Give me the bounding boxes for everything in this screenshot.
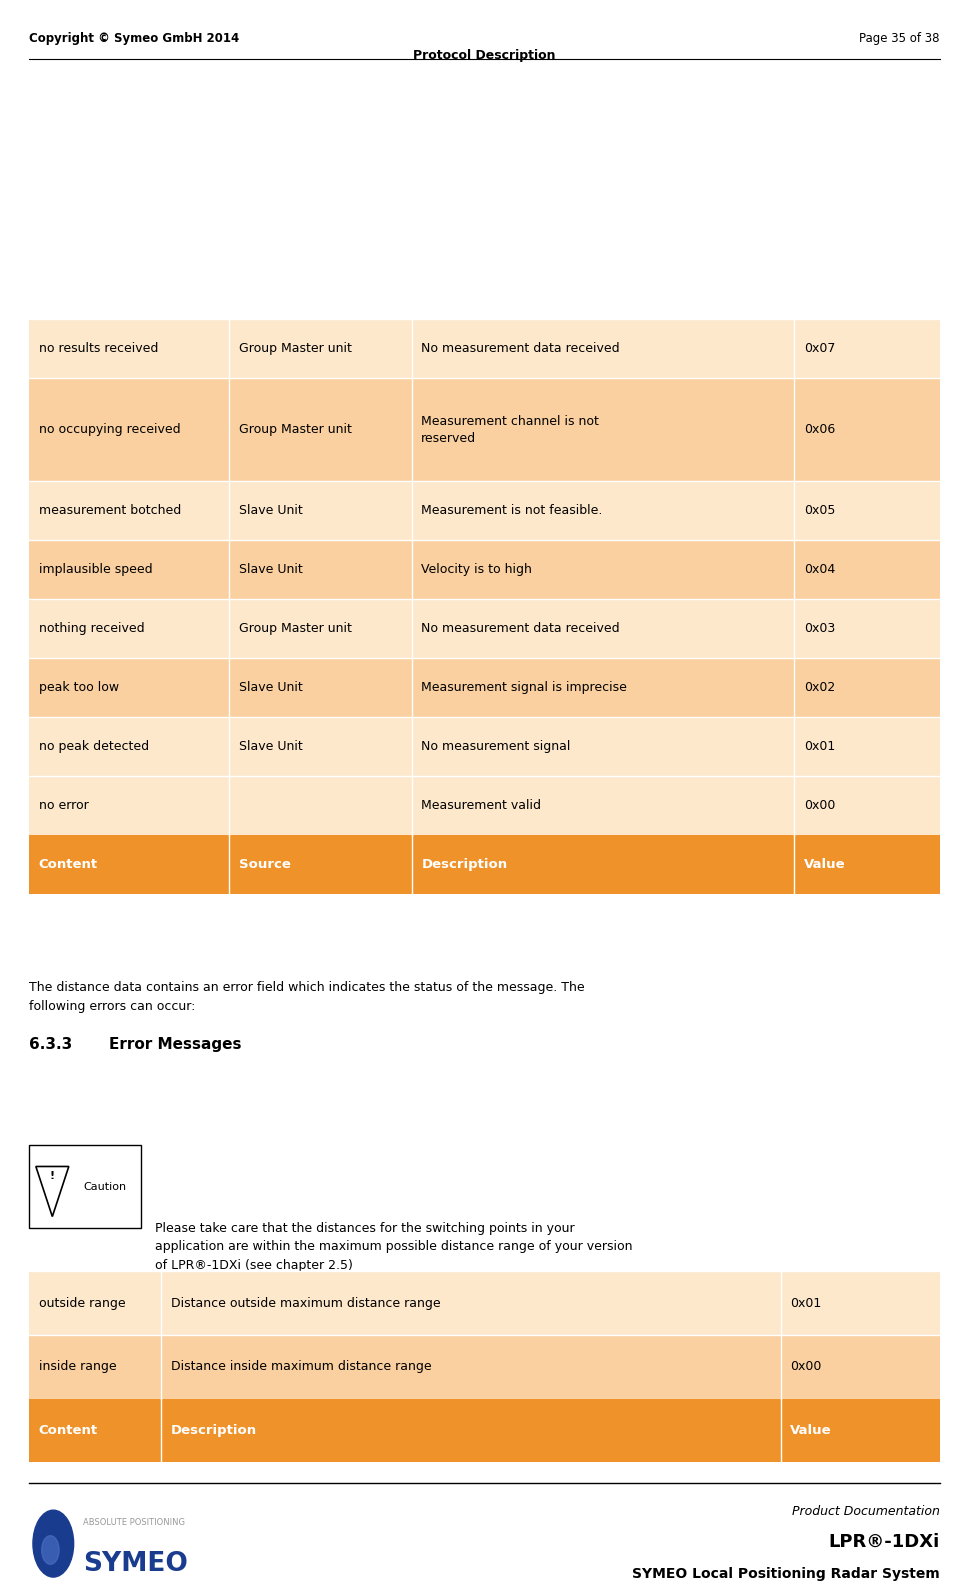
Bar — [29, 481, 940, 540]
Text: measurement botched: measurement botched — [39, 503, 181, 518]
Bar — [29, 1335, 940, 1399]
Text: Slave Unit: Slave Unit — [239, 503, 303, 518]
Text: Protocol Description: Protocol Description — [413, 49, 556, 62]
Bar — [29, 1399, 940, 1462]
Text: Caution: Caution — [83, 1182, 127, 1192]
Text: Distance outside maximum distance range: Distance outside maximum distance range — [171, 1297, 441, 1309]
Text: 0x04: 0x04 — [804, 562, 835, 577]
Text: No measurement data received: No measurement data received — [422, 342, 620, 355]
Bar — [29, 319, 940, 378]
Text: Measurement channel is not
reserved: Measurement channel is not reserved — [422, 414, 599, 444]
Bar — [29, 1145, 141, 1228]
Text: Measurement is not feasible.: Measurement is not feasible. — [422, 503, 603, 518]
Bar — [29, 776, 940, 835]
Text: No measurement data received: No measurement data received — [422, 621, 620, 636]
Text: 0x03: 0x03 — [804, 621, 835, 636]
Text: Content: Content — [39, 1424, 98, 1437]
Text: Measurement signal is imprecise: Measurement signal is imprecise — [422, 680, 627, 695]
Text: 0x01: 0x01 — [804, 739, 835, 753]
Text: Copyright © Symeo GmbH 2014: Copyright © Symeo GmbH 2014 — [29, 32, 239, 45]
Text: The distance data contains an error field which indicates the status of the mess: The distance data contains an error fiel… — [29, 981, 584, 1013]
Text: Page 35 of 38: Page 35 of 38 — [860, 32, 940, 45]
Text: Group Master unit: Group Master unit — [239, 621, 352, 636]
Bar — [29, 835, 940, 894]
Text: 0x01: 0x01 — [791, 1297, 822, 1309]
Text: peak too low: peak too low — [39, 680, 119, 695]
Text: Please take care that the distances for the switching points in your
application: Please take care that the distances for … — [155, 1222, 633, 1271]
Text: Slave Unit: Slave Unit — [239, 739, 303, 753]
Text: inside range: inside range — [39, 1360, 116, 1373]
Text: Value: Value — [804, 857, 846, 871]
Polygon shape — [36, 1166, 69, 1217]
Text: !: ! — [49, 1171, 55, 1180]
Text: Error Messages: Error Messages — [109, 1037, 241, 1051]
Text: 0x00: 0x00 — [791, 1360, 822, 1373]
Bar — [29, 540, 940, 599]
Text: no error: no error — [39, 798, 88, 812]
Text: SYMEO Local Positioning Radar System: SYMEO Local Positioning Radar System — [632, 1568, 940, 1580]
Bar — [29, 658, 940, 717]
Text: 0x06: 0x06 — [804, 424, 835, 436]
Text: Source: Source — [239, 857, 291, 871]
Text: ABSOLUTE POSITIONING: ABSOLUTE POSITIONING — [83, 1518, 185, 1528]
Text: SYMEO: SYMEO — [83, 1552, 188, 1577]
Text: Group Master unit: Group Master unit — [239, 424, 352, 436]
Circle shape — [33, 1510, 74, 1577]
Text: Product Documentation: Product Documentation — [792, 1505, 940, 1518]
Text: 6.3.3: 6.3.3 — [29, 1037, 73, 1051]
Text: Content: Content — [39, 857, 98, 871]
Text: nothing received: nothing received — [39, 621, 144, 636]
Text: 0x07: 0x07 — [804, 342, 835, 355]
Text: Slave Unit: Slave Unit — [239, 680, 303, 695]
Text: Description: Description — [171, 1424, 257, 1437]
Text: No measurement signal: No measurement signal — [422, 739, 571, 753]
Text: Group Master unit: Group Master unit — [239, 342, 352, 355]
Bar — [29, 378, 940, 481]
Text: implausible speed: implausible speed — [39, 562, 152, 577]
Text: outside range: outside range — [39, 1297, 125, 1309]
Bar — [29, 599, 940, 658]
Text: no peak detected: no peak detected — [39, 739, 149, 753]
Text: Measurement valid: Measurement valid — [422, 798, 542, 812]
Text: Value: Value — [791, 1424, 831, 1437]
Text: Description: Description — [422, 857, 508, 871]
Text: 0x02: 0x02 — [804, 680, 835, 695]
Bar — [29, 1271, 940, 1335]
Text: Velocity is to high: Velocity is to high — [422, 562, 532, 577]
Bar — [29, 717, 940, 776]
Text: Slave Unit: Slave Unit — [239, 562, 303, 577]
Text: no results received: no results received — [39, 342, 158, 355]
Text: no occupying received: no occupying received — [39, 424, 180, 436]
Text: 0x00: 0x00 — [804, 798, 835, 812]
Text: 0x05: 0x05 — [804, 503, 835, 518]
Text: LPR®-1DXi: LPR®-1DXi — [828, 1532, 940, 1552]
Text: Distance inside maximum distance range: Distance inside maximum distance range — [171, 1360, 431, 1373]
Circle shape — [42, 1536, 59, 1564]
